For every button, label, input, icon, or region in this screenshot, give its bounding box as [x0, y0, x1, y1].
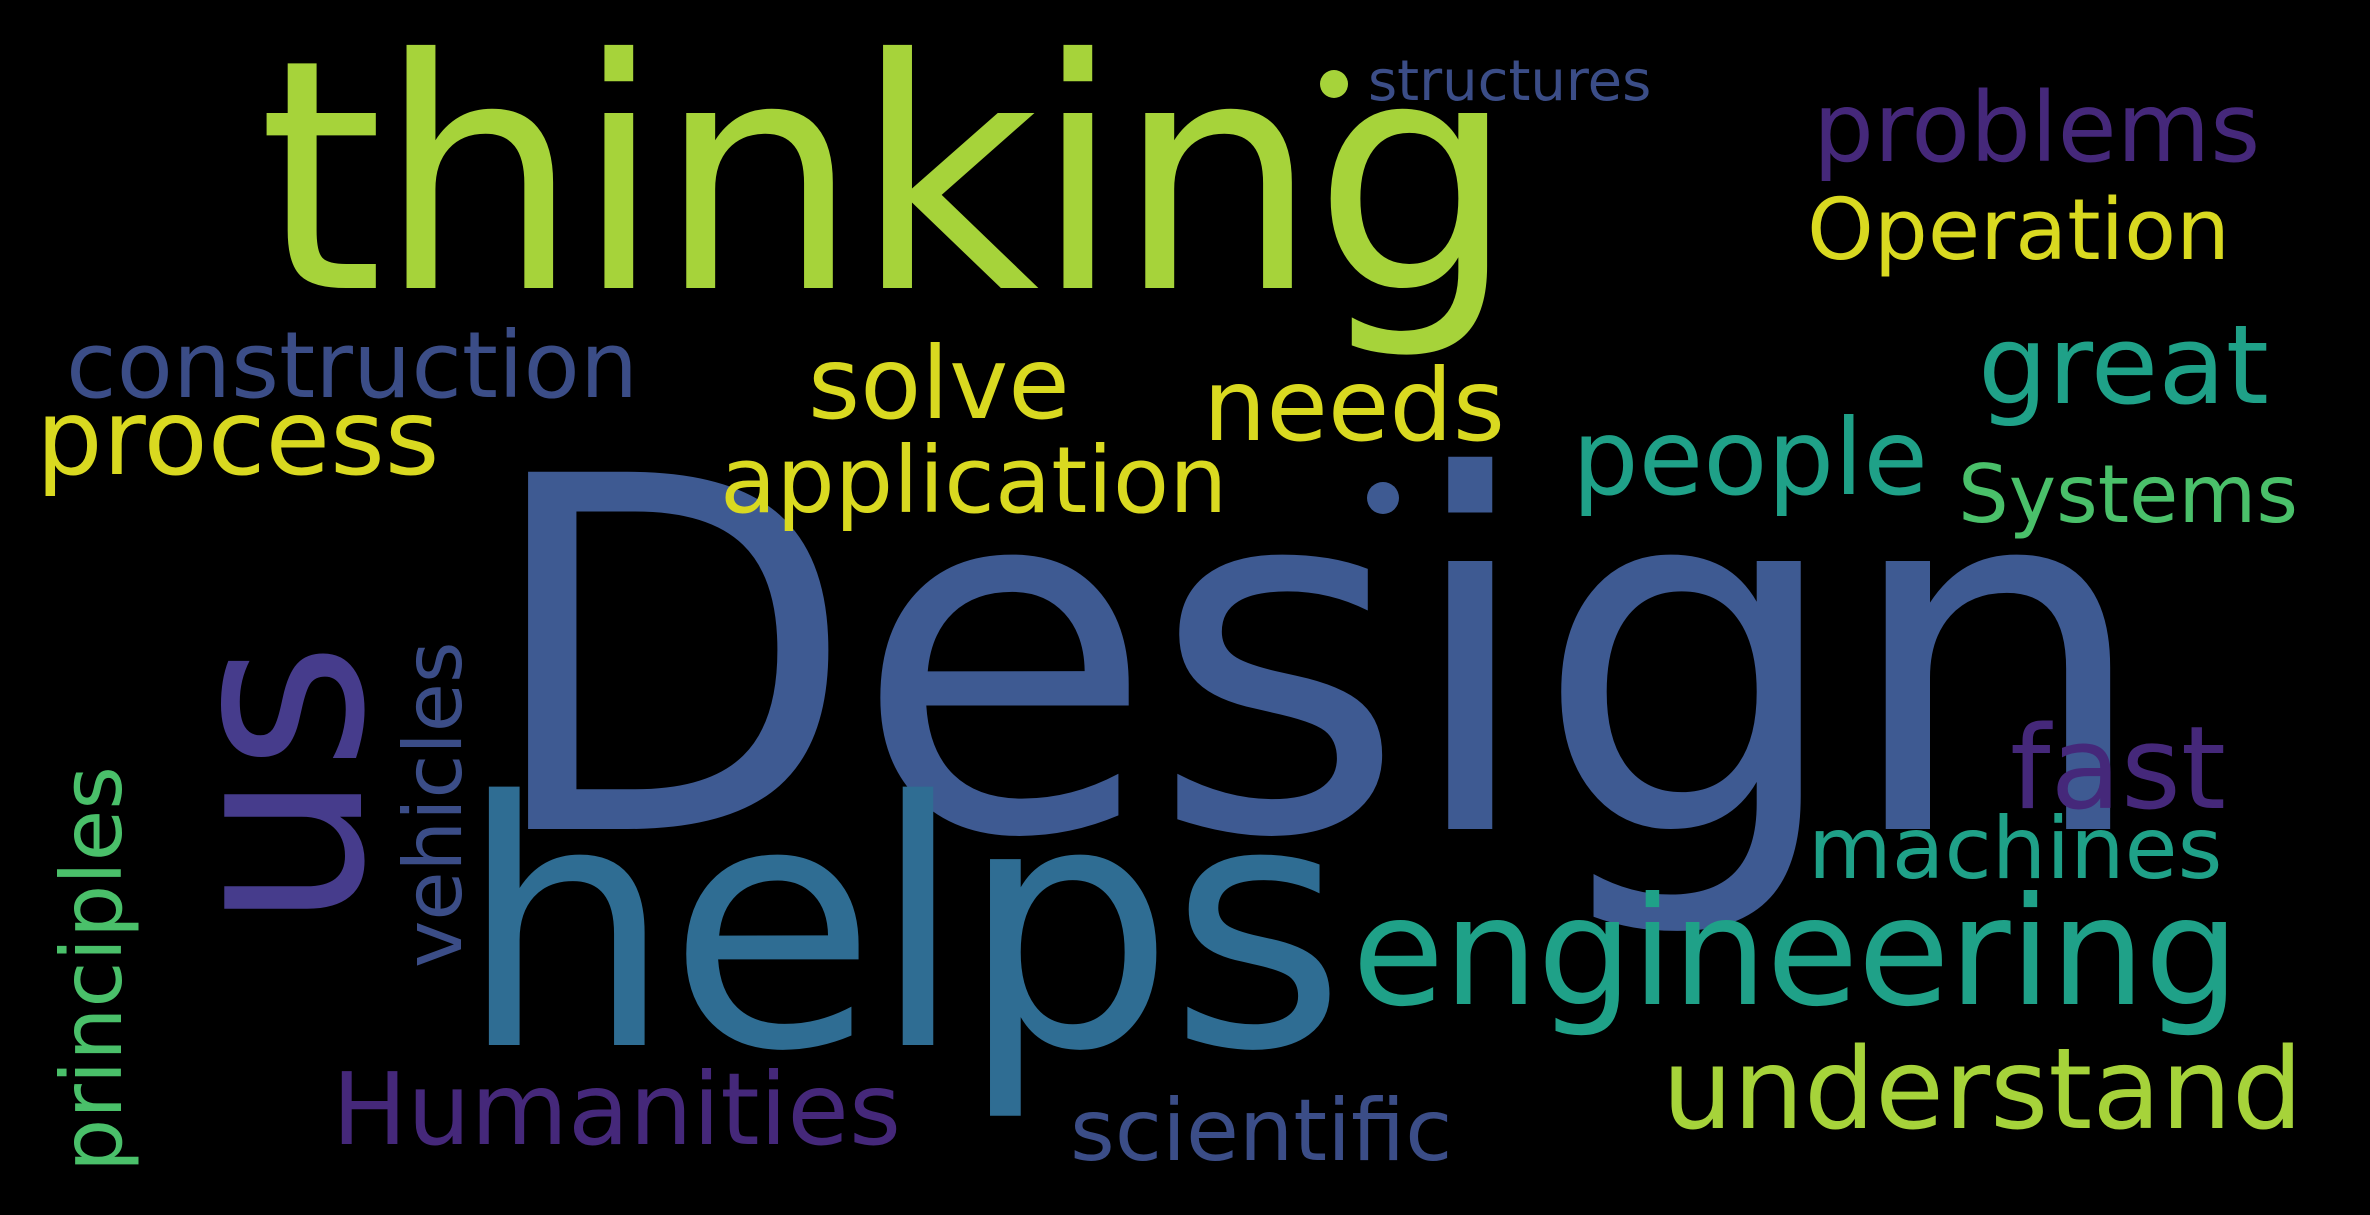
word-thinking: thinking [258, 0, 1516, 364]
word-scientific: scientific [1070, 1081, 1453, 1181]
word-us: us [129, 641, 420, 930]
word-process: process [36, 377, 440, 499]
word-great: great [1978, 301, 2269, 429]
word-solve: solve [808, 325, 1070, 442]
dot-mark [1320, 70, 1348, 98]
word-machines: machines [1808, 799, 2223, 899]
word-people: people [1572, 397, 1928, 519]
word-structures: structures [1368, 49, 1652, 114]
word-understand: understand [1662, 1025, 2303, 1155]
word-construction: construction [66, 312, 639, 419]
word-systems: Systems [1958, 448, 2298, 541]
word-humanities: Humanities [332, 1051, 902, 1168]
word-principles: principles [43, 765, 141, 1172]
word-fast: fast [2010, 702, 2226, 836]
word-helps: helps [458, 730, 1346, 1126]
word-operation: Operation [1807, 181, 2231, 280]
word-vehicles: vehicles [387, 641, 480, 968]
word-design: Design [480, 374, 2152, 945]
word-needs: needs [1203, 347, 1506, 464]
dot-mark [1367, 482, 1399, 514]
word-application: application [720, 427, 1228, 534]
word-problems: problems [1813, 72, 2261, 184]
word-engineering: engineering [1352, 866, 2240, 1040]
